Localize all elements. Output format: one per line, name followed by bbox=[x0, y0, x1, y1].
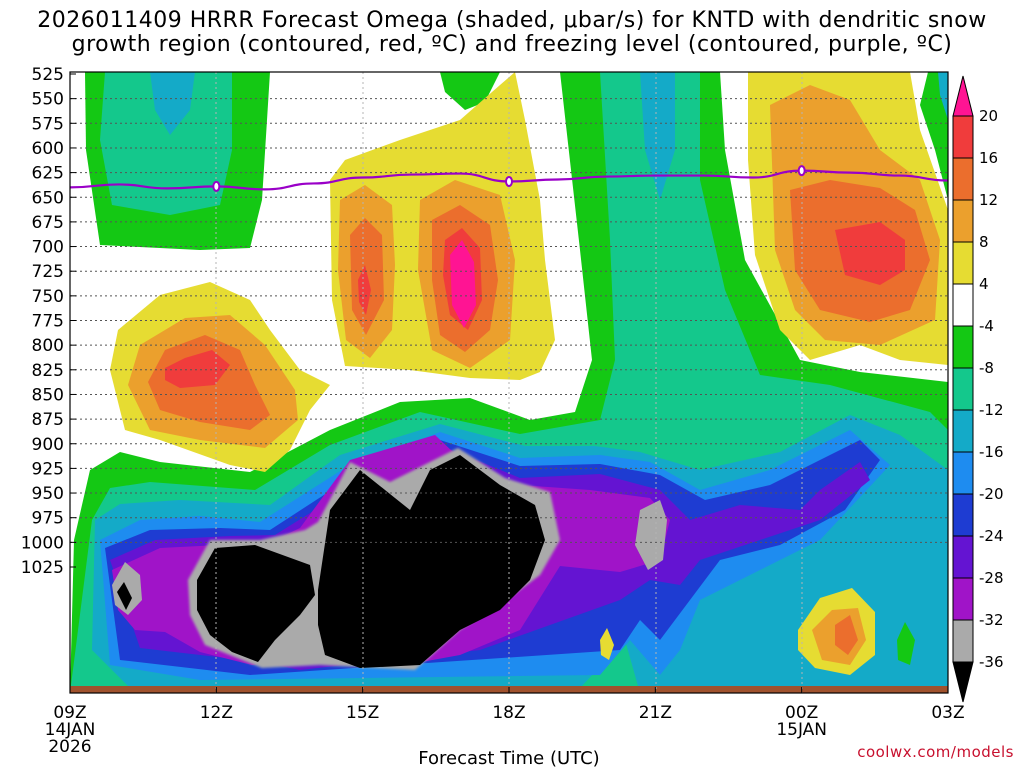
x-tick-label-0-1: 14JAN bbox=[45, 720, 96, 740]
upper-left-cyan-region bbox=[150, 72, 195, 135]
y-tick-label-575: 575 bbox=[32, 114, 64, 134]
y-tick-label-625: 625 bbox=[32, 164, 64, 184]
black-core-15z-18z bbox=[318, 455, 545, 668]
colorbar-label-6: -8 bbox=[979, 359, 994, 377]
colorbar-label-13: -36 bbox=[979, 653, 1004, 671]
center-left-red-region bbox=[358, 265, 371, 315]
colorbar-label-3: 8 bbox=[979, 233, 989, 251]
y-tick-label-800: 800 bbox=[32, 336, 64, 356]
colorbar-swatch-9 bbox=[952, 451, 974, 495]
colorbar-label-9: -20 bbox=[979, 485, 1004, 503]
x-tick-label-5-1: 15JAN bbox=[776, 720, 827, 740]
y-tick-label-600: 600 bbox=[32, 139, 64, 159]
colorbar-label-7: -12 bbox=[979, 401, 1004, 419]
y-tick-label-650: 650 bbox=[32, 188, 64, 208]
colorbar-swatch-1 bbox=[952, 115, 974, 159]
y-tick-label-525: 525 bbox=[32, 65, 64, 85]
colorbar-swatch-8 bbox=[952, 409, 974, 453]
colorbar-swatch-10 bbox=[952, 493, 974, 537]
y-tick-label-1025: 1025 bbox=[21, 558, 64, 578]
horizontal-gridlines bbox=[70, 98, 948, 543]
pressure-axis: 525 550 575 600 625 650 675 700 725 750 775 800 825 8… bbox=[21, 65, 76, 578]
credit-text: coolwx.com/models bbox=[857, 743, 1014, 761]
chart-title-line-2: growth region (contoured, red, ºC) and f… bbox=[71, 32, 953, 57]
colorbar-label-10: -24 bbox=[979, 527, 1004, 545]
colorbar-label-0: 20 bbox=[979, 107, 998, 125]
y-tick-label-1000: 1000 bbox=[21, 533, 64, 553]
x-tick-label-4-0: 21Z bbox=[639, 703, 672, 723]
x-tick-label-0-0: 09Z bbox=[53, 703, 86, 723]
x-tick-label-1-0: 12Z bbox=[200, 703, 233, 723]
freezing-level-label-1 bbox=[505, 175, 513, 187]
y-tick-label-550: 550 bbox=[32, 90, 64, 110]
vertical-gridlines bbox=[215, 72, 803, 693]
colorbar-swatch-12 bbox=[952, 577, 974, 621]
freezing-level-label-0 bbox=[212, 180, 221, 192]
colorbar-swatch-13 bbox=[952, 619, 974, 663]
y-tick-label-950: 950 bbox=[32, 484, 64, 504]
chart-title-line-1: 2026011409 HRRR Forecast Omega (shaded, … bbox=[37, 8, 987, 33]
colorbar-bottom-arrow bbox=[952, 661, 974, 703]
y-tick-label-925: 925 bbox=[32, 459, 64, 479]
black-core-12z bbox=[197, 545, 315, 662]
colorbar-label-1: 16 bbox=[979, 149, 998, 167]
small-green-spot bbox=[897, 622, 915, 665]
top-right-cyan-wedge bbox=[938, 72, 948, 120]
colorbar-swatch-4 bbox=[952, 241, 974, 285]
center-right-magenta-region bbox=[450, 240, 476, 328]
y-tick-label-900: 900 bbox=[32, 435, 64, 455]
freezing-level-label-2 bbox=[797, 165, 806, 177]
x-tick-label-6-0: 03Z bbox=[931, 703, 964, 723]
colorbar-label-2: 12 bbox=[979, 191, 998, 209]
left-red-region bbox=[165, 350, 230, 388]
y-tick-label-875: 875 bbox=[32, 410, 64, 430]
colorbar-swatch-3 bbox=[952, 199, 974, 243]
x-axis-label: Forecast Time (UTC) bbox=[418, 748, 599, 768]
lower-right-darkorange-region bbox=[835, 615, 858, 655]
y-tick-label-975: 975 bbox=[32, 509, 64, 529]
y-tick-label-675: 675 bbox=[32, 213, 64, 233]
colorbar-swatch-6 bbox=[952, 325, 974, 369]
colorbar-swatch-5 bbox=[952, 283, 974, 327]
y-tick-label-825: 825 bbox=[32, 361, 64, 381]
y-tick-label-750: 750 bbox=[32, 287, 64, 307]
y-tick-label-700: 700 bbox=[32, 238, 64, 258]
omega-shading bbox=[70, 72, 948, 693]
x-tick-label-2-0: 15Z bbox=[346, 703, 379, 723]
colorbar-label-4: 4 bbox=[979, 275, 989, 293]
y-tick-label-725: 725 bbox=[32, 262, 64, 282]
colorbar-label-5: -4 bbox=[979, 317, 994, 335]
colorbar-top-arrow bbox=[952, 75, 974, 117]
black-core-09z bbox=[117, 582, 132, 610]
colorbar-swatch-11 bbox=[952, 535, 974, 579]
colorbar-swatch-2 bbox=[952, 157, 974, 201]
x-tick-label-3-0: 18Z bbox=[492, 703, 525, 723]
colorbar-label-11: -28 bbox=[979, 569, 1004, 587]
x-tick-label-5-0: 00Z bbox=[785, 703, 818, 723]
x-tick-label-0-2: 2026 bbox=[48, 737, 91, 757]
y-tick-label-850: 850 bbox=[32, 385, 64, 405]
colorbar: 20 16 12 8 4 -4 -8 -12 -16 -20 -24 -28 -32 -36 bbox=[952, 75, 1004, 703]
y-tick-label-775: 775 bbox=[32, 312, 64, 332]
colorbar-label-8: -16 bbox=[979, 443, 1004, 461]
colorbar-label-12: -32 bbox=[979, 611, 1004, 629]
small-yellow-spot bbox=[600, 628, 614, 660]
gray-pocket-21z bbox=[635, 500, 667, 570]
freezing-level-contour bbox=[70, 165, 948, 192]
right-column-cyan bbox=[640, 72, 675, 200]
upper-left-teal-region bbox=[100, 72, 232, 215]
right-upper-red-region bbox=[835, 222, 905, 285]
colorbar-swatch-7 bbox=[952, 367, 974, 411]
top-right-green-wedge bbox=[920, 72, 948, 200]
